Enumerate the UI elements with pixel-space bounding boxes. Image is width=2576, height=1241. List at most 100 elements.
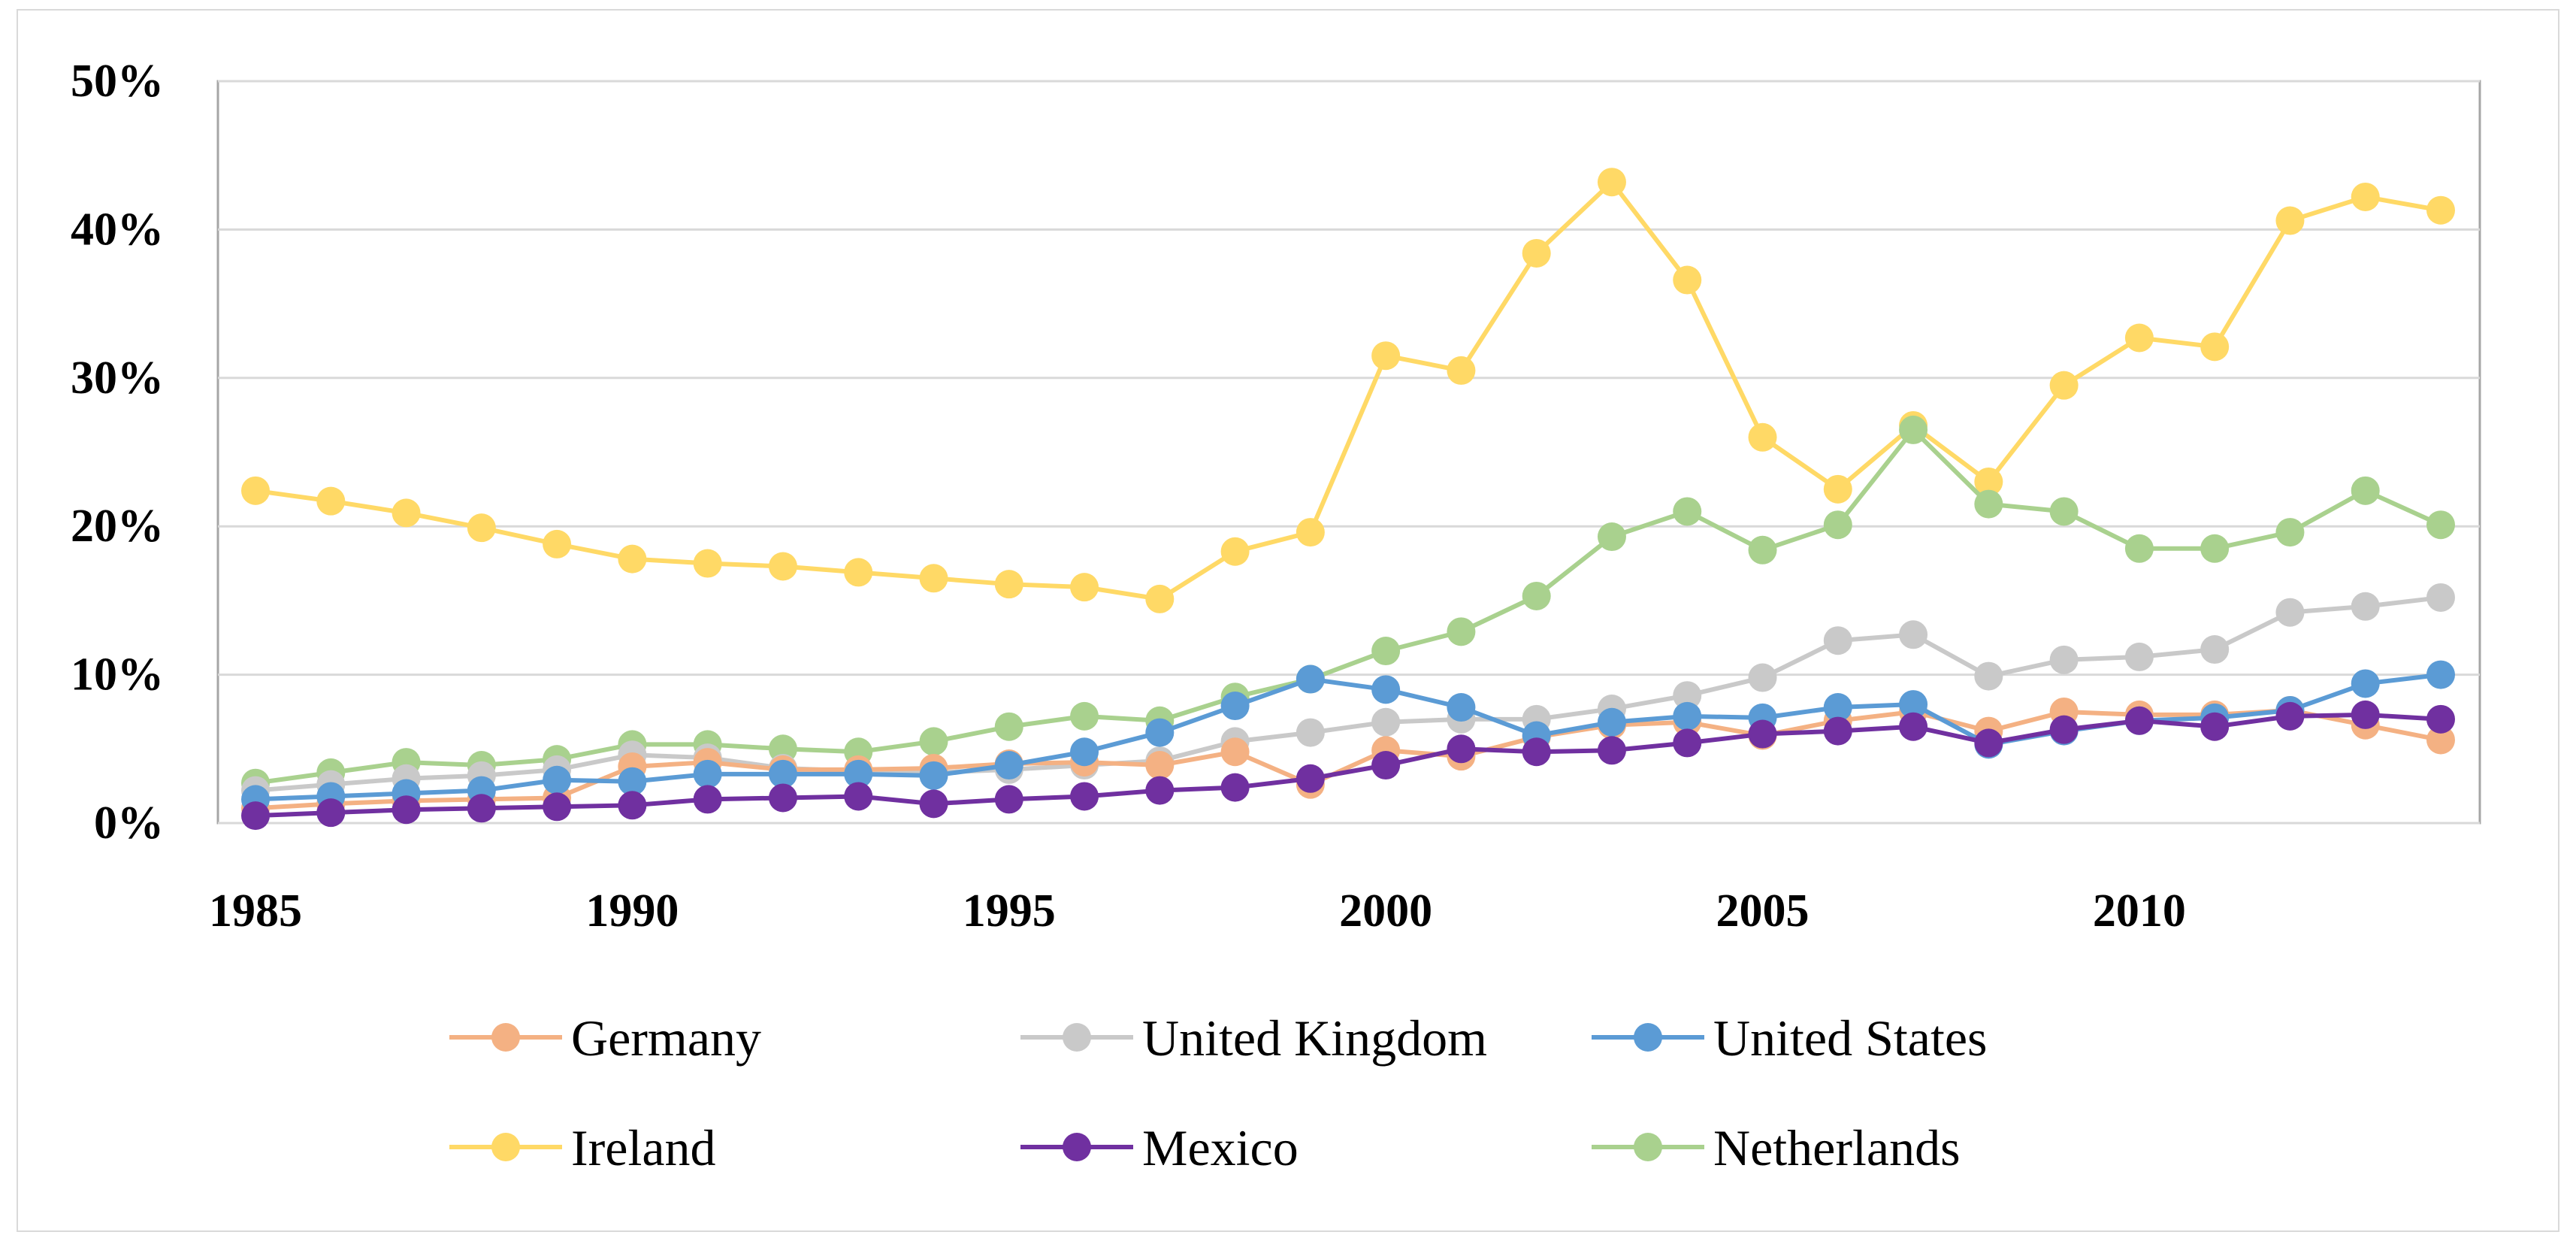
data-point bbox=[2049, 497, 2079, 526]
y-tick-label: 0% bbox=[94, 798, 164, 849]
data-point bbox=[2426, 704, 2455, 734]
legend-label: Germany bbox=[571, 1009, 761, 1067]
data-point bbox=[2351, 700, 2380, 729]
data-point bbox=[1371, 707, 1401, 737]
data-point bbox=[543, 529, 572, 558]
x-tick-label: 2005 bbox=[1716, 885, 1810, 937]
legend-label: Mexico bbox=[1142, 1119, 1299, 1176]
legend-label: Ireland bbox=[571, 1119, 716, 1176]
data-point bbox=[693, 759, 722, 788]
legend-label: Netherlands bbox=[1713, 1119, 1961, 1176]
data-point bbox=[2049, 645, 2079, 674]
data-point bbox=[467, 794, 496, 823]
data-point bbox=[1145, 751, 1175, 780]
data-point bbox=[1899, 415, 1928, 444]
data-point bbox=[768, 759, 797, 788]
data-point bbox=[1974, 728, 2003, 758]
data-point bbox=[994, 751, 1023, 780]
data-point bbox=[618, 767, 647, 796]
series-layer bbox=[241, 168, 2455, 831]
legend-marker-swatch bbox=[491, 1023, 520, 1052]
data-point bbox=[2049, 715, 2079, 744]
data-point bbox=[1748, 535, 1777, 565]
axis-layer: 0% 10% 20% 30% 40% 50% 1985 1990 1995 2000 2005 201… bbox=[71, 56, 2186, 937]
data-point bbox=[1823, 510, 1852, 540]
data-point bbox=[2200, 635, 2230, 664]
data-point bbox=[693, 549, 722, 578]
x-tick-label: 1995 bbox=[963, 885, 1056, 937]
data-point bbox=[1673, 681, 1702, 710]
data-point bbox=[1748, 422, 1777, 452]
x-tick-label: 1985 bbox=[209, 885, 302, 937]
data-point bbox=[1597, 168, 1626, 197]
data-point bbox=[2426, 725, 2455, 755]
data-point bbox=[1899, 690, 1928, 719]
data-point bbox=[1070, 782, 1099, 811]
data-point bbox=[844, 759, 873, 788]
legend-marker-swatch bbox=[1634, 1133, 1662, 1161]
data-point bbox=[2426, 660, 2455, 689]
grid-layer bbox=[216, 80, 2481, 825]
x-tick-label: 2010 bbox=[2093, 885, 2186, 937]
series-ireland bbox=[241, 168, 2455, 613]
data-point bbox=[1673, 728, 1702, 758]
data-point bbox=[1220, 692, 1250, 721]
legend-marker-swatch bbox=[491, 1133, 520, 1161]
series-netherlands bbox=[241, 415, 2455, 798]
data-point bbox=[2124, 323, 2154, 353]
data-point bbox=[1974, 489, 2003, 519]
data-point bbox=[2124, 534, 2154, 563]
y-tick-label: 30% bbox=[71, 353, 164, 404]
data-point bbox=[994, 785, 1023, 814]
data-point bbox=[1748, 719, 1777, 749]
data-point bbox=[919, 789, 948, 819]
data-point bbox=[1823, 693, 1852, 722]
data-point bbox=[1597, 522, 1626, 552]
data-point bbox=[1673, 701, 1702, 731]
data-point bbox=[618, 791, 647, 820]
data-point bbox=[994, 570, 1023, 599]
data-point bbox=[2275, 518, 2305, 547]
data-point bbox=[1145, 584, 1175, 613]
data-point bbox=[1371, 637, 1401, 666]
data-point bbox=[1522, 737, 1551, 767]
data-point bbox=[768, 552, 797, 581]
data-point bbox=[2124, 642, 2154, 671]
data-point bbox=[241, 476, 270, 505]
data-point bbox=[1296, 764, 1325, 793]
series-line bbox=[255, 595, 2441, 793]
data-point bbox=[2351, 182, 2380, 211]
data-point bbox=[316, 486, 346, 516]
legend-item: United States bbox=[1592, 1009, 1988, 1067]
data-point bbox=[1447, 693, 1476, 722]
data-point bbox=[1296, 664, 1325, 694]
legend-item: Germany bbox=[449, 1009, 761, 1067]
data-point bbox=[1748, 663, 1777, 692]
data-point bbox=[2275, 598, 2305, 627]
data-point bbox=[994, 712, 1023, 741]
series-mexico bbox=[241, 700, 2455, 831]
data-point bbox=[1371, 751, 1401, 780]
data-point bbox=[392, 795, 421, 825]
data-point bbox=[1220, 773, 1250, 802]
data-point bbox=[2049, 371, 2079, 400]
data-point bbox=[2426, 583, 2455, 612]
data-point bbox=[316, 798, 346, 828]
y-tick-label: 10% bbox=[71, 649, 164, 701]
data-point bbox=[919, 761, 948, 790]
data-point bbox=[2200, 332, 2230, 362]
data-point bbox=[1673, 265, 1702, 295]
data-point bbox=[1974, 467, 2003, 496]
legend-item: Netherlands bbox=[1592, 1119, 1961, 1176]
data-point bbox=[241, 801, 270, 831]
data-point bbox=[2426, 510, 2455, 540]
data-point bbox=[844, 782, 873, 811]
data-point bbox=[1447, 734, 1476, 764]
data-point bbox=[919, 564, 948, 593]
legend: Germany United Kingdom United States Irelan… bbox=[449, 1009, 1988, 1176]
data-point bbox=[2200, 534, 2230, 563]
data-point bbox=[1823, 474, 1852, 504]
data-point bbox=[1522, 238, 1551, 268]
data-point bbox=[693, 785, 722, 814]
data-point bbox=[2275, 206, 2305, 235]
